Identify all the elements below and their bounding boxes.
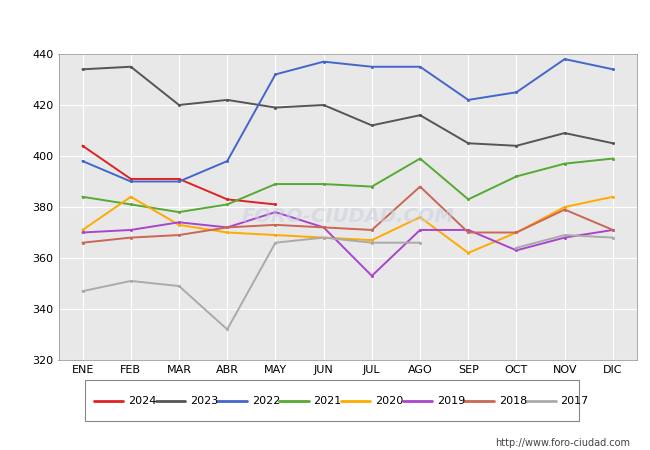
Text: Afiliados en Castellví de la Marca a 31/5/2024: Afiliados en Castellví de la Marca a 31/… — [142, 15, 508, 30]
Text: 2020: 2020 — [375, 396, 404, 405]
Text: 2023: 2023 — [190, 396, 218, 405]
Text: 2019: 2019 — [437, 396, 465, 405]
Text: 2017: 2017 — [560, 396, 589, 405]
Text: 2024: 2024 — [128, 396, 157, 405]
Text: http://www.foro-ciudad.com: http://www.foro-ciudad.com — [495, 438, 630, 448]
Text: 2021: 2021 — [313, 396, 342, 405]
Text: FORO-CIUDAD.COM: FORO-CIUDAD.COM — [241, 207, 454, 226]
Text: 2022: 2022 — [252, 396, 280, 405]
Text: 2018: 2018 — [499, 396, 527, 405]
